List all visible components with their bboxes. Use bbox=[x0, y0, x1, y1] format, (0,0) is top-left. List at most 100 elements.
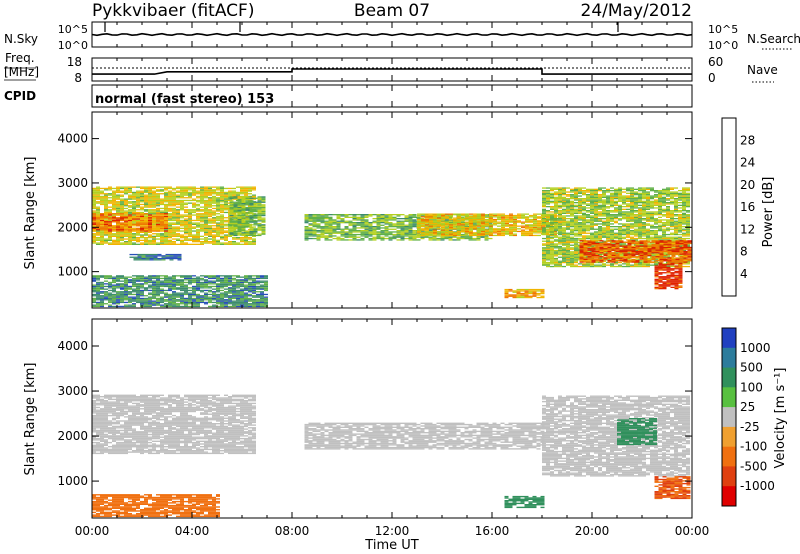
heatmap-cell bbox=[136, 293, 140, 296]
heatmap-cell bbox=[566, 200, 570, 202]
heatmap-cell bbox=[252, 226, 256, 228]
heatmap-cell bbox=[116, 191, 120, 194]
heatmap-cell bbox=[352, 233, 357, 236]
heatmap-cell bbox=[161, 257, 166, 260]
heatmap-cell bbox=[257, 224, 262, 226]
heatmap-cell bbox=[108, 202, 112, 204]
heatmap-cell bbox=[204, 202, 208, 204]
heatmap-cell bbox=[168, 305, 172, 308]
heatmap-cell bbox=[172, 223, 176, 225]
heatmap-cell bbox=[566, 251, 570, 253]
heatmap-cell bbox=[252, 279, 256, 281]
heatmap-cell bbox=[124, 297, 128, 300]
heatmap-cell bbox=[196, 218, 200, 220]
heatmap-cell bbox=[320, 228, 325, 230]
heatmap-cell bbox=[200, 210, 204, 212]
heatmap-cell bbox=[104, 283, 108, 285]
heatmap-cell bbox=[124, 223, 128, 225]
heatmap-cell bbox=[156, 280, 160, 282]
heatmap-cell bbox=[192, 281, 196, 284]
heatmap-cell bbox=[108, 215, 112, 218]
heatmap-cell bbox=[184, 303, 188, 305]
heatmap-cell bbox=[148, 299, 152, 301]
heatmap-cell bbox=[200, 191, 204, 194]
heatmap-cell bbox=[253, 210, 258, 213]
heatmap-cell bbox=[144, 195, 148, 198]
heatmap-cell bbox=[477, 232, 481, 234]
heatmap-cell bbox=[128, 285, 132, 288]
heatmap-cell bbox=[176, 206, 180, 208]
heatmap-cell bbox=[212, 202, 216, 204]
heatmap-cell bbox=[590, 239, 594, 241]
heatmap-cell bbox=[212, 198, 216, 200]
heatmap-cell bbox=[184, 223, 188, 225]
heatmap-cell bbox=[501, 233, 505, 235]
heatmap-cell bbox=[132, 207, 136, 210]
heatmap-cell bbox=[208, 289, 212, 292]
heatmap-cell bbox=[152, 239, 156, 241]
heatmap-cell bbox=[112, 217, 116, 219]
heatmap-cell bbox=[602, 227, 606, 229]
heatmap-cell bbox=[429, 226, 433, 229]
heatmap-cell bbox=[308, 235, 313, 237]
heatmap-cell bbox=[245, 206, 250, 209]
heatmap-cell bbox=[92, 288, 96, 290]
heatmap-cell bbox=[124, 234, 128, 236]
heatmap-cell bbox=[376, 236, 381, 238]
heatmap-cell bbox=[216, 241, 220, 243]
heatmap-cell bbox=[260, 296, 264, 298]
heatmap-cell bbox=[148, 201, 152, 203]
heatmap-cell bbox=[188, 193, 192, 195]
heatmap-cell bbox=[140, 190, 144, 192]
heatmap-cell bbox=[172, 215, 176, 218]
heatmap-cell bbox=[196, 243, 200, 245]
heatmap-cell bbox=[248, 299, 252, 301]
heatmap-cell bbox=[180, 221, 184, 223]
heatmap-cell bbox=[148, 221, 152, 223]
heatmap-cell bbox=[554, 251, 558, 253]
heatmap-cell bbox=[116, 201, 120, 203]
heatmap-cell bbox=[316, 214, 321, 216]
heatmap-cell bbox=[136, 287, 140, 289]
heatmap-cell bbox=[261, 208, 266, 210]
heatmap-cell bbox=[152, 203, 156, 206]
heatmap-cell bbox=[160, 214, 164, 216]
heatmap-cell bbox=[308, 214, 313, 216]
heatmap-cell bbox=[148, 193, 152, 195]
heatmap-cell bbox=[244, 293, 248, 296]
heatmap-cell bbox=[156, 189, 160, 191]
heatmap-cell bbox=[236, 275, 240, 277]
heatmap-cell bbox=[204, 223, 208, 225]
heatmap-cell bbox=[542, 211, 546, 213]
heatmap-cell bbox=[120, 295, 124, 297]
heatmap-cell bbox=[108, 284, 112, 286]
heatmap-cell bbox=[485, 233, 489, 235]
heatmap-cell bbox=[208, 225, 212, 227]
heatmap-cell bbox=[176, 186, 180, 188]
heatmap-cell bbox=[261, 212, 266, 214]
heatmap-cell bbox=[473, 216, 477, 218]
heatmap-cell bbox=[140, 239, 144, 241]
heatmap-cell bbox=[433, 225, 437, 227]
heatmap-cell bbox=[537, 225, 541, 227]
heatmap-cell bbox=[598, 253, 602, 256]
heatmap-cell bbox=[172, 281, 176, 284]
heatmap-cell bbox=[380, 220, 385, 222]
heatmap-cell bbox=[566, 195, 570, 197]
heatmap-cell bbox=[232, 193, 236, 195]
heatmap-cell bbox=[152, 285, 156, 288]
heatmap-cell bbox=[546, 187, 550, 189]
heatmap-cell bbox=[124, 207, 128, 210]
heatmap-cell bbox=[610, 223, 614, 225]
heatmap-cell bbox=[152, 301, 156, 304]
heatmap-cell bbox=[558, 237, 562, 240]
heatmap-cell bbox=[594, 239, 598, 241]
heatmap-cell bbox=[248, 277, 252, 280]
heatmap-cell bbox=[152, 287, 156, 289]
heatmap-cell bbox=[388, 214, 393, 216]
heatmap-cell bbox=[586, 204, 590, 206]
heatmap-cell bbox=[216, 198, 220, 200]
heatmap-cell bbox=[380, 218, 385, 220]
heatmap-cell bbox=[169, 255, 174, 257]
heatmap-cell bbox=[160, 243, 164, 245]
